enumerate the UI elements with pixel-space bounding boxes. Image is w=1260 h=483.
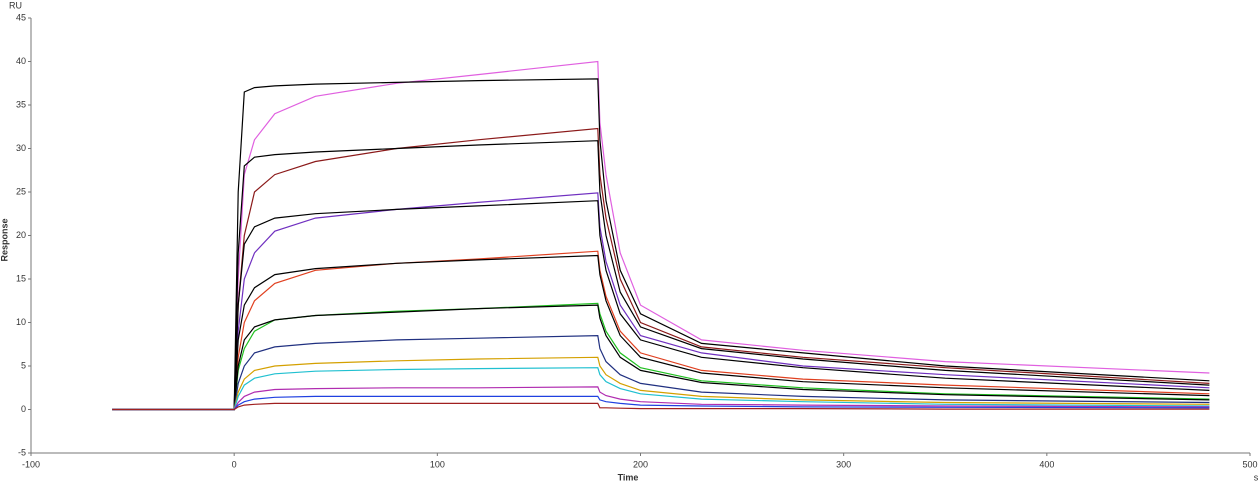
y-unit: RU (9, 0, 22, 10)
x-tick-label: -100 (22, 459, 40, 469)
x-tick-label: 500 (1242, 459, 1257, 469)
series-line (112, 402, 1210, 411)
y-tick-label: 45 (16, 12, 26, 22)
y-tick-label: 0 (21, 404, 26, 414)
x-tick-label: 200 (633, 459, 648, 469)
x-axis-label: Time (618, 472, 639, 482)
series-line (112, 304, 1210, 411)
x-unit: s (1254, 472, 1259, 482)
series-line (112, 302, 1210, 411)
y-tick-label: 15 (16, 273, 26, 283)
series-line (112, 250, 1210, 411)
series-line (112, 127, 1210, 411)
y-axis-label: Response (0, 218, 9, 261)
x-tick-label: 400 (1039, 459, 1054, 469)
y-tick-label: -5 (18, 447, 26, 457)
series-line (112, 386, 1210, 411)
y-tick-label: 30 (16, 143, 26, 153)
y-tick-label: 40 (16, 56, 26, 66)
x-tick-label: 100 (430, 459, 445, 469)
series-line (112, 140, 1210, 411)
y-tick-label: 10 (16, 317, 26, 327)
y-tick-label: 35 (16, 99, 26, 109)
x-tick-label: 300 (836, 459, 851, 469)
series-line (112, 192, 1210, 411)
series-line (112, 356, 1210, 411)
y-tick-label: 20 (16, 230, 26, 240)
series-line (112, 60, 1210, 411)
y-tick-label: 5 (21, 360, 26, 370)
series-line (112, 254, 1210, 411)
series-line (112, 200, 1210, 411)
y-tick-label: 25 (16, 186, 26, 196)
x-tick-label: 0 (232, 459, 237, 469)
series-line (112, 367, 1210, 411)
series-line (112, 395, 1210, 411)
series-line (112, 78, 1210, 411)
series-line (112, 334, 1210, 411)
